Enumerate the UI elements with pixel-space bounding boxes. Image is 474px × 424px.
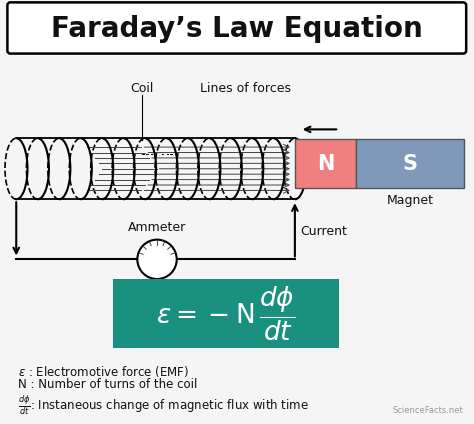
Text: Coil: Coil bbox=[130, 82, 154, 95]
Text: N: N bbox=[317, 154, 334, 174]
Text: N : Number of turns of the coil: N : Number of turns of the coil bbox=[18, 379, 198, 391]
Text: Ammeter: Ammeter bbox=[128, 221, 186, 234]
Text: $\frac{d\phi}{dt}$: Instaneous change of magnetic flux with time: $\frac{d\phi}{dt}$: Instaneous change of… bbox=[18, 393, 309, 417]
Text: Magnet: Magnet bbox=[387, 194, 434, 207]
Text: Current: Current bbox=[300, 225, 346, 238]
Bar bbox=[295, 139, 356, 188]
Text: $\varepsilon$ : Electromotive force (EMF): $\varepsilon$ : Electromotive force (EMF… bbox=[18, 364, 190, 379]
Text: ScienceFacts.net: ScienceFacts.net bbox=[392, 406, 463, 415]
Text: S: S bbox=[402, 154, 418, 174]
Circle shape bbox=[137, 240, 177, 279]
Text: Lines of forces: Lines of forces bbox=[200, 82, 291, 95]
Bar bbox=[113, 279, 339, 348]
Text: Faraday’s Law Equation: Faraday’s Law Equation bbox=[51, 15, 423, 43]
Bar bbox=[356, 139, 464, 188]
Text: $\varepsilon = -\mathrm{N}\,\dfrac{d\phi}{dt}$: $\varepsilon = -\mathrm{N}\,\dfrac{d\phi… bbox=[156, 285, 295, 343]
FancyBboxPatch shape bbox=[8, 3, 466, 53]
